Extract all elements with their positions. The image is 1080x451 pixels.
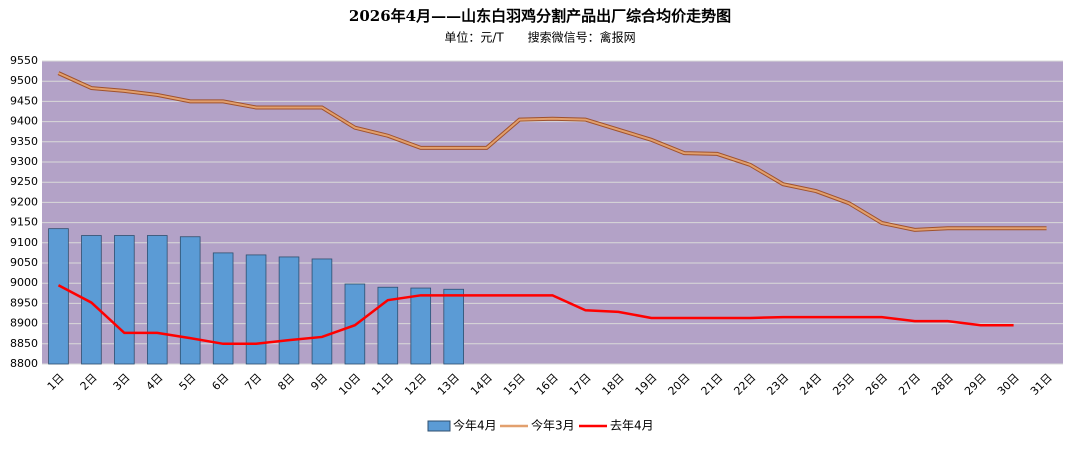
y-tick-label: 8800 [10, 357, 38, 370]
x-tick-label: 24日 [797, 371, 824, 398]
x-tick-label: 31日 [1028, 371, 1055, 398]
x-tick-label: 5日 [177, 371, 199, 393]
y-tick-label: 9150 [10, 216, 38, 229]
x-tick-label: 7日 [242, 371, 264, 393]
x-tick-label: 18日 [600, 371, 627, 398]
y-tick-label: 9200 [10, 195, 38, 208]
bar [245, 254, 267, 365]
y-tick-label: 9350 [10, 135, 38, 148]
x-tick-label: 9日 [308, 371, 330, 393]
y-tick-label: 9250 [10, 175, 38, 188]
bar [443, 288, 464, 365]
line [57, 284, 1014, 346]
bar [146, 235, 168, 365]
bar [212, 252, 234, 365]
bar [311, 258, 333, 365]
bar [81, 235, 102, 365]
y-tick-label: 9550 [10, 54, 38, 67]
y-tick-label: 9400 [10, 115, 38, 128]
bar [410, 287, 432, 365]
bar [377, 286, 399, 365]
x-tick-label: 4日 [144, 371, 166, 393]
x-tick-label: 16日 [534, 371, 561, 398]
y-tick-label: 9300 [10, 155, 38, 168]
x-tick-label: 28日 [929, 371, 956, 398]
x-tick-label: 29日 [962, 371, 989, 398]
x-tick-label: 6日 [209, 371, 231, 393]
x-tick-label: 2日 [78, 371, 100, 393]
x-tick-label: 13日 [435, 371, 462, 398]
chart-subtitle: 单位：元/T 搜索微信号：禽报网 [444, 30, 635, 45]
x-tick-label: 1日 [45, 371, 67, 393]
y-tick-label: 9000 [10, 276, 38, 289]
y-tick-label: 8850 [10, 337, 38, 350]
x-tick-label: 15日 [501, 371, 528, 398]
x-tick-label: 25日 [830, 371, 857, 398]
x-tick-label: 20日 [666, 371, 693, 398]
x-tick-label: 23日 [764, 371, 791, 398]
chart-title: 2026年4月——山东白羽鸡分割产品出厂综合均价走势图 [349, 7, 731, 25]
x-tick-label: 12日 [402, 371, 429, 398]
bar [114, 235, 135, 365]
legend-label: 今年3月 [531, 418, 575, 433]
y-tick-label: 8950 [10, 296, 38, 309]
x-tick-label: 26日 [863, 371, 890, 398]
x-tick-label: 17日 [567, 371, 594, 398]
x-tick-label: 21日 [699, 371, 726, 398]
bar [48, 228, 69, 365]
x-tick-label: 22日 [731, 371, 758, 398]
x-tick-label: 10日 [336, 371, 363, 398]
y-tick-label: 9450 [10, 94, 38, 107]
bar [179, 236, 201, 365]
y-tick-label: 8900 [10, 317, 38, 330]
y-tick-label: 9050 [10, 256, 38, 269]
x-tick-label: 27日 [896, 371, 923, 398]
y-tick-label: 9100 [10, 236, 38, 249]
y-tick-label: 9500 [10, 74, 38, 87]
legend-swatch [427, 420, 451, 432]
x-tick-label: 19日 [633, 371, 660, 398]
bar [278, 256, 300, 365]
x-tick-label: 11日 [369, 371, 396, 398]
legend-label: 去年4月 [610, 419, 654, 433]
legend-label: 今年4月 [453, 418, 497, 433]
x-tick-label: 8日 [275, 371, 297, 393]
line [58, 72, 1047, 231]
x-tick-label: 3日 [111, 371, 133, 393]
x-tick-label: 30日 [995, 371, 1022, 398]
plot-area [42, 61, 1063, 364]
x-tick-label: 14日 [468, 371, 495, 398]
